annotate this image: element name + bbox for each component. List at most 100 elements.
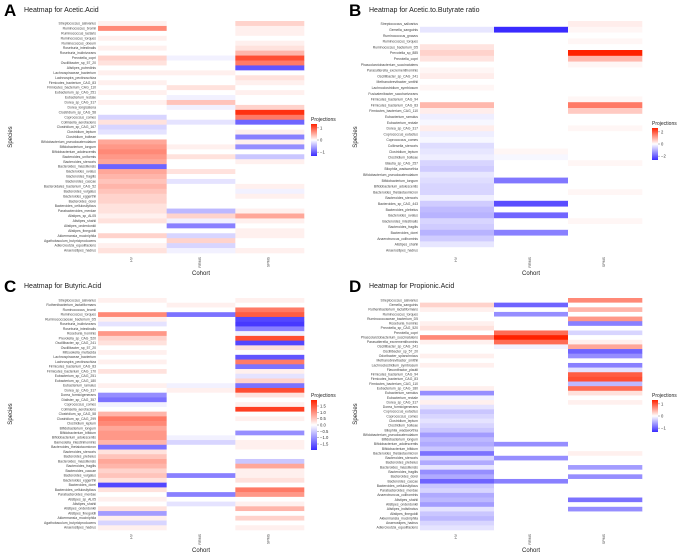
heatmap-cell (235, 40, 305, 46)
heatmap-cell (568, 38, 643, 45)
heatmap-cell (568, 131, 643, 138)
heatmap-cell (568, 488, 643, 494)
y-tick-label: Oscillibacter_sp_CAG_241 (377, 74, 418, 78)
heatmap-cell (166, 321, 236, 327)
y-tick-label: Bifidobacterium_pseudocatenulatum (363, 173, 418, 177)
heatmap-cell (420, 171, 495, 178)
heatmap-cell (235, 302, 305, 308)
colorbar-tick-label: −1 (661, 426, 666, 431)
y-tick-label: Dorea_sp_CAG_317 (65, 101, 97, 105)
y-axis-label: Species (353, 403, 359, 424)
y-tick-label: Coprococcus_comes (64, 115, 96, 119)
heatmap-cell (420, 483, 495, 489)
y-tick-label: Bifidobacterium_pseudocatenulatum (41, 140, 96, 144)
heatmap-cell (166, 90, 236, 96)
heatmap-cell (98, 228, 167, 234)
y-tick-label: Prevotella_copri (394, 57, 419, 61)
heatmap-cell (235, 392, 305, 398)
y-tick-label: Alistipes_shahii (73, 502, 97, 506)
y-tick-label: Bacteroides_uniformis (62, 155, 96, 159)
colorbar (652, 128, 658, 160)
heatmap-cell (98, 193, 167, 200)
heatmap-cell (420, 516, 495, 522)
heatmap-cell (420, 418, 495, 424)
y-tick-label: Streptococcus_salivarius (58, 22, 96, 26)
y-tick-label: Flavonifractor_plautii (387, 368, 419, 372)
heatmap-cell (568, 200, 643, 207)
heatmap-cell (568, 241, 643, 248)
y-tick-label: Phascolarctobacterium_succinatutens (361, 63, 418, 67)
x-tick-label: SPMS (267, 256, 271, 267)
heatmap-cell (166, 193, 236, 200)
heatmap-cell (235, 335, 305, 341)
heatmap-cell (235, 60, 305, 66)
heatmap-cell (166, 208, 236, 214)
heatmap-cell (166, 430, 236, 436)
heatmap-cell (235, 444, 305, 450)
heatmap-cell (494, 79, 569, 86)
heatmap-cell (98, 114, 167, 121)
y-tick-label: Firmicutes_bacterium_CAG_83 (371, 103, 418, 107)
heatmap-cell (235, 525, 305, 531)
heatmap-cell (494, 460, 569, 466)
heatmap-cell (568, 339, 643, 345)
heatmap-cell (98, 21, 167, 27)
x-axis-label: Cohort (192, 548, 210, 554)
heatmap-cell (166, 298, 236, 304)
heatmap-cell (98, 149, 167, 155)
heatmap-cell (166, 302, 236, 308)
heatmap-cell (420, 21, 495, 28)
y-tick-label: Collinsella_aerofaciens (61, 407, 96, 411)
heatmap-cell (98, 454, 167, 460)
y-tick-label: Firmicutes_bacterium_CAG_110 (369, 382, 418, 386)
heatmap-cell (494, 142, 569, 149)
heatmap-cell (494, 520, 569, 526)
heatmap-cell (166, 449, 236, 455)
heatmap-cell (235, 208, 305, 214)
heatmap-cell (494, 474, 569, 480)
heatmap-cell (166, 454, 236, 460)
heatmap-cell (494, 362, 569, 368)
heatmap-cell (420, 316, 495, 322)
heatmap-cell (420, 50, 495, 57)
y-tick-label: Alistipes_shahii (73, 219, 97, 223)
y-tick-label: Firmicutes_bacterium_CAG_83 (49, 365, 96, 369)
panel-letter: B (349, 1, 361, 20)
heatmap-cell (568, 206, 643, 213)
heatmap-cell (166, 411, 236, 417)
heatmap-cell (494, 229, 569, 236)
heatmap-cell (166, 159, 236, 165)
y-tick-label: Clostridium_sp_CAG_58 (59, 412, 96, 416)
y-tick-label: Bacteroides_fragilis (388, 225, 418, 229)
heatmap-cell (98, 511, 167, 517)
y-tick-label: Lachnoclostridium_symbiosum (372, 86, 419, 90)
heatmap-cell (98, 35, 167, 42)
heatmap-cell (420, 166, 495, 173)
heatmap-cell (166, 139, 236, 145)
y-tick-label: Fusicatenibacter_saccharivorans (368, 92, 418, 96)
heatmap-cell (494, 404, 569, 410)
heatmap-cell (235, 515, 305, 521)
heatmap-cell (420, 386, 495, 392)
heatmap-cell (98, 397, 167, 403)
heatmap-cell (494, 418, 569, 424)
heatmap-cell (568, 516, 643, 522)
heatmap-cell (98, 506, 167, 512)
y-tick-label: Anaerostipes_hadrus (386, 248, 418, 252)
y-tick-label: Bacteroides_thetaiotaomicron (373, 451, 418, 455)
heatmap-cell (166, 496, 236, 502)
heatmap-cell (568, 395, 643, 401)
heatmap-cell (568, 67, 643, 74)
y-tick-label: Bacteroides_dorei (391, 475, 419, 479)
y-tick-label: Dorea_sp_CAG_317 (65, 388, 97, 392)
colorbar-tick-label: 0 (661, 414, 664, 419)
heatmap-cell (235, 373, 305, 379)
chart-title: Heatmap for Propionic.Acid (369, 283, 454, 290)
y-tick-label: Roseburia_inulinivorans (60, 322, 96, 326)
y-tick-label: Anaerostipes_hadrus (64, 526, 96, 530)
colorbar-tick-label: 0.5 (320, 416, 326, 421)
heatmap-cell (494, 38, 569, 45)
heatmap-cell (235, 80, 305, 86)
heatmap-cell (98, 473, 167, 479)
heatmap-cell (98, 321, 167, 327)
